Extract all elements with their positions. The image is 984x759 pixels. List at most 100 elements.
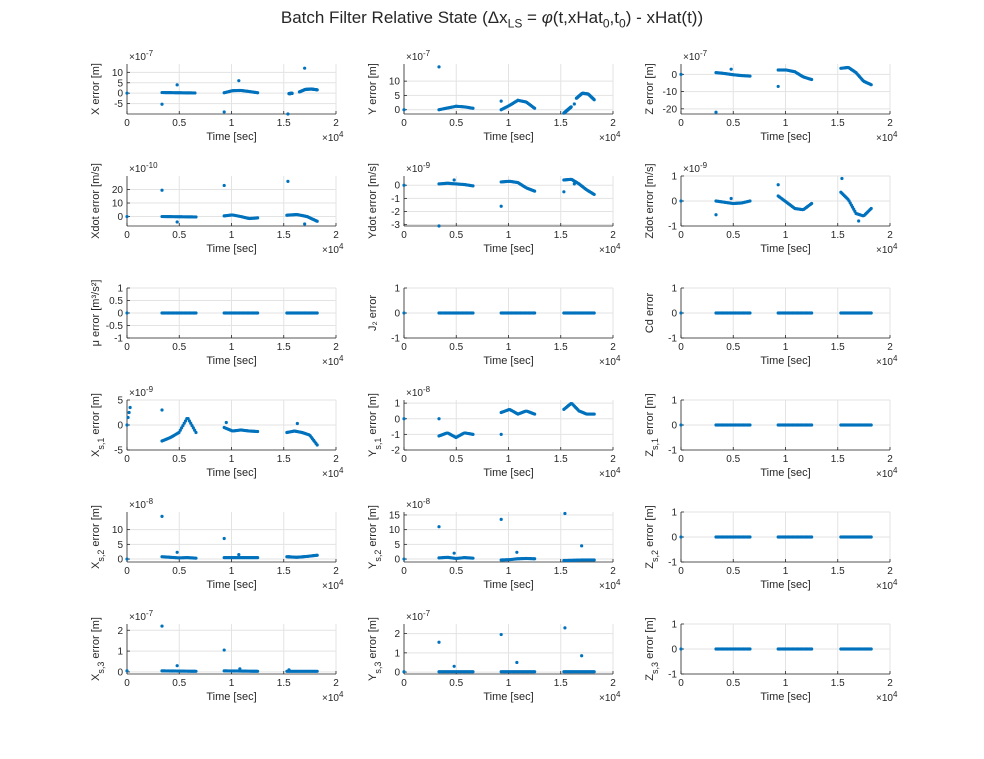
x-exponent-label: ×104 <box>599 130 621 145</box>
data-point <box>592 670 596 674</box>
x-tick-label: 0.5 <box>172 230 186 241</box>
subplot-xdot: 0 0.5 1 1.5 2 20 10 0 Time [sec] ×104 ×10-10 Xdot e… <box>90 161 344 257</box>
y-tick-label: 0 <box>671 645 677 656</box>
x-exponent-label: ×104 <box>322 578 344 593</box>
y-exponent-label: ×10-7 <box>406 49 431 64</box>
data-point <box>592 412 596 416</box>
x-axis-label: Time [sec] <box>483 131 533 143</box>
y-axis-label: Zs,2 error [m] <box>644 505 660 568</box>
y-tick-label: 5 <box>117 396 123 407</box>
y-tick-label: 10 <box>112 199 124 210</box>
data-point <box>533 557 537 561</box>
y-tick-label: 15 <box>389 510 401 521</box>
data-point <box>499 632 503 637</box>
title-args1: (t,xHat <box>552 8 603 27</box>
x-tick-label: 0 <box>124 342 130 353</box>
data-point <box>515 550 519 554</box>
data-point <box>563 511 567 516</box>
data-point <box>679 423 683 427</box>
data-point <box>840 176 844 181</box>
y-axis-label: Ydot error [m/s] <box>367 163 379 239</box>
data-point <box>810 423 814 427</box>
data-point <box>315 311 319 315</box>
data-point <box>256 555 260 560</box>
data-point <box>194 556 198 560</box>
x-axis-label: Time [sec] <box>206 131 256 143</box>
y-axis-label: Xs,2 error [m] <box>90 505 106 569</box>
x-tick-label: 1 <box>229 454 235 465</box>
x-tick-label: 1 <box>783 118 789 129</box>
y-tick-label: 0 <box>117 667 123 678</box>
y-exponent-label: ×10-7 <box>129 609 154 624</box>
x-tick-label: 2 <box>333 118 339 129</box>
x-tick-label: 2 <box>610 118 616 129</box>
x-tick-label: 0 <box>678 566 684 577</box>
y-exponent-label: ×10-9 <box>683 161 708 176</box>
y-tick-label: -1 <box>114 334 123 345</box>
x-tick-label: 1.5 <box>277 678 291 689</box>
data-point <box>580 544 584 548</box>
x-tick-label: 1.5 <box>277 118 291 129</box>
x-tick-label: 0 <box>401 454 407 465</box>
data-point <box>592 311 596 315</box>
data-point <box>729 67 733 71</box>
data-point <box>869 206 873 211</box>
x-tick-label: 0 <box>401 230 407 241</box>
x-tick-label: 2 <box>887 678 893 689</box>
x-tick-label: 1 <box>783 678 789 689</box>
x-tick-label: 0.5 <box>172 118 186 129</box>
data-point <box>315 553 319 557</box>
y-axis-label: Zs,3 error [m] <box>644 617 660 680</box>
x-tick-label: 2 <box>333 230 339 241</box>
x-tick-label: 1 <box>506 454 512 465</box>
x-tick-label: 1.5 <box>554 454 568 465</box>
data-point <box>499 432 503 436</box>
y-axis-label: Ys,1 error [m] <box>367 393 383 457</box>
y-tick-label: 0 <box>117 89 123 100</box>
x-tick-label: 0 <box>401 342 407 353</box>
x-tick-label: 1.5 <box>831 678 845 689</box>
x-tick-label: 2 <box>887 230 893 241</box>
x-tick-label: 1 <box>506 678 512 689</box>
x-exponent-label: ×104 <box>322 354 344 369</box>
y-axis-label: Xdot error [m/s] <box>90 163 102 239</box>
data-point <box>748 311 752 315</box>
y-axis-label: J₂ error <box>367 295 379 331</box>
data-point <box>315 219 319 223</box>
x-axis-label: Time [sec] <box>483 579 533 591</box>
data-point <box>499 204 503 208</box>
x-tick-label: 2 <box>610 230 616 241</box>
subplot-ys2: 0 0.5 1 1.5 2 15 10 5 0 Time [sec] ×104 ×10-8 Ys,2 e… <box>367 497 621 593</box>
y-tick-label: -5 <box>114 446 123 457</box>
x-tick-label: 2 <box>333 566 339 577</box>
data-point <box>222 183 226 188</box>
x-tick-label: 0 <box>401 566 407 577</box>
data-point <box>194 669 198 673</box>
data-point <box>748 647 752 651</box>
x-exponent-label: ×104 <box>322 690 344 705</box>
data-point <box>175 220 179 224</box>
data-point <box>402 311 406 315</box>
x-axis-label: Time [sec] <box>760 131 810 143</box>
x-tick-label: 1.5 <box>277 566 291 577</box>
data-point <box>437 417 441 421</box>
subplot-y: 0 0.5 1 1.5 2 10 5 0 Time [sec] ×104 ×10-7 Y error … <box>367 49 621 145</box>
title-eq: = <box>522 8 542 27</box>
x-tick-label: 2 <box>333 454 339 465</box>
data-point <box>402 183 406 187</box>
y-tick-label: 1 <box>394 648 400 659</box>
x-tick-label: 2 <box>887 118 893 129</box>
y-exponent-label: ×10-7 <box>129 49 154 64</box>
x-tick-label: 0.5 <box>726 454 740 465</box>
x-tick-label: 0.5 <box>172 342 186 353</box>
x-tick-label: 0 <box>401 678 407 689</box>
x-tick-label: 1.5 <box>277 454 291 465</box>
data-point <box>471 432 475 436</box>
data-point <box>572 102 576 106</box>
y-axis-label: Y error [m] <box>367 63 379 115</box>
y-tick-label: 10 <box>389 525 401 536</box>
data-point <box>125 669 129 673</box>
